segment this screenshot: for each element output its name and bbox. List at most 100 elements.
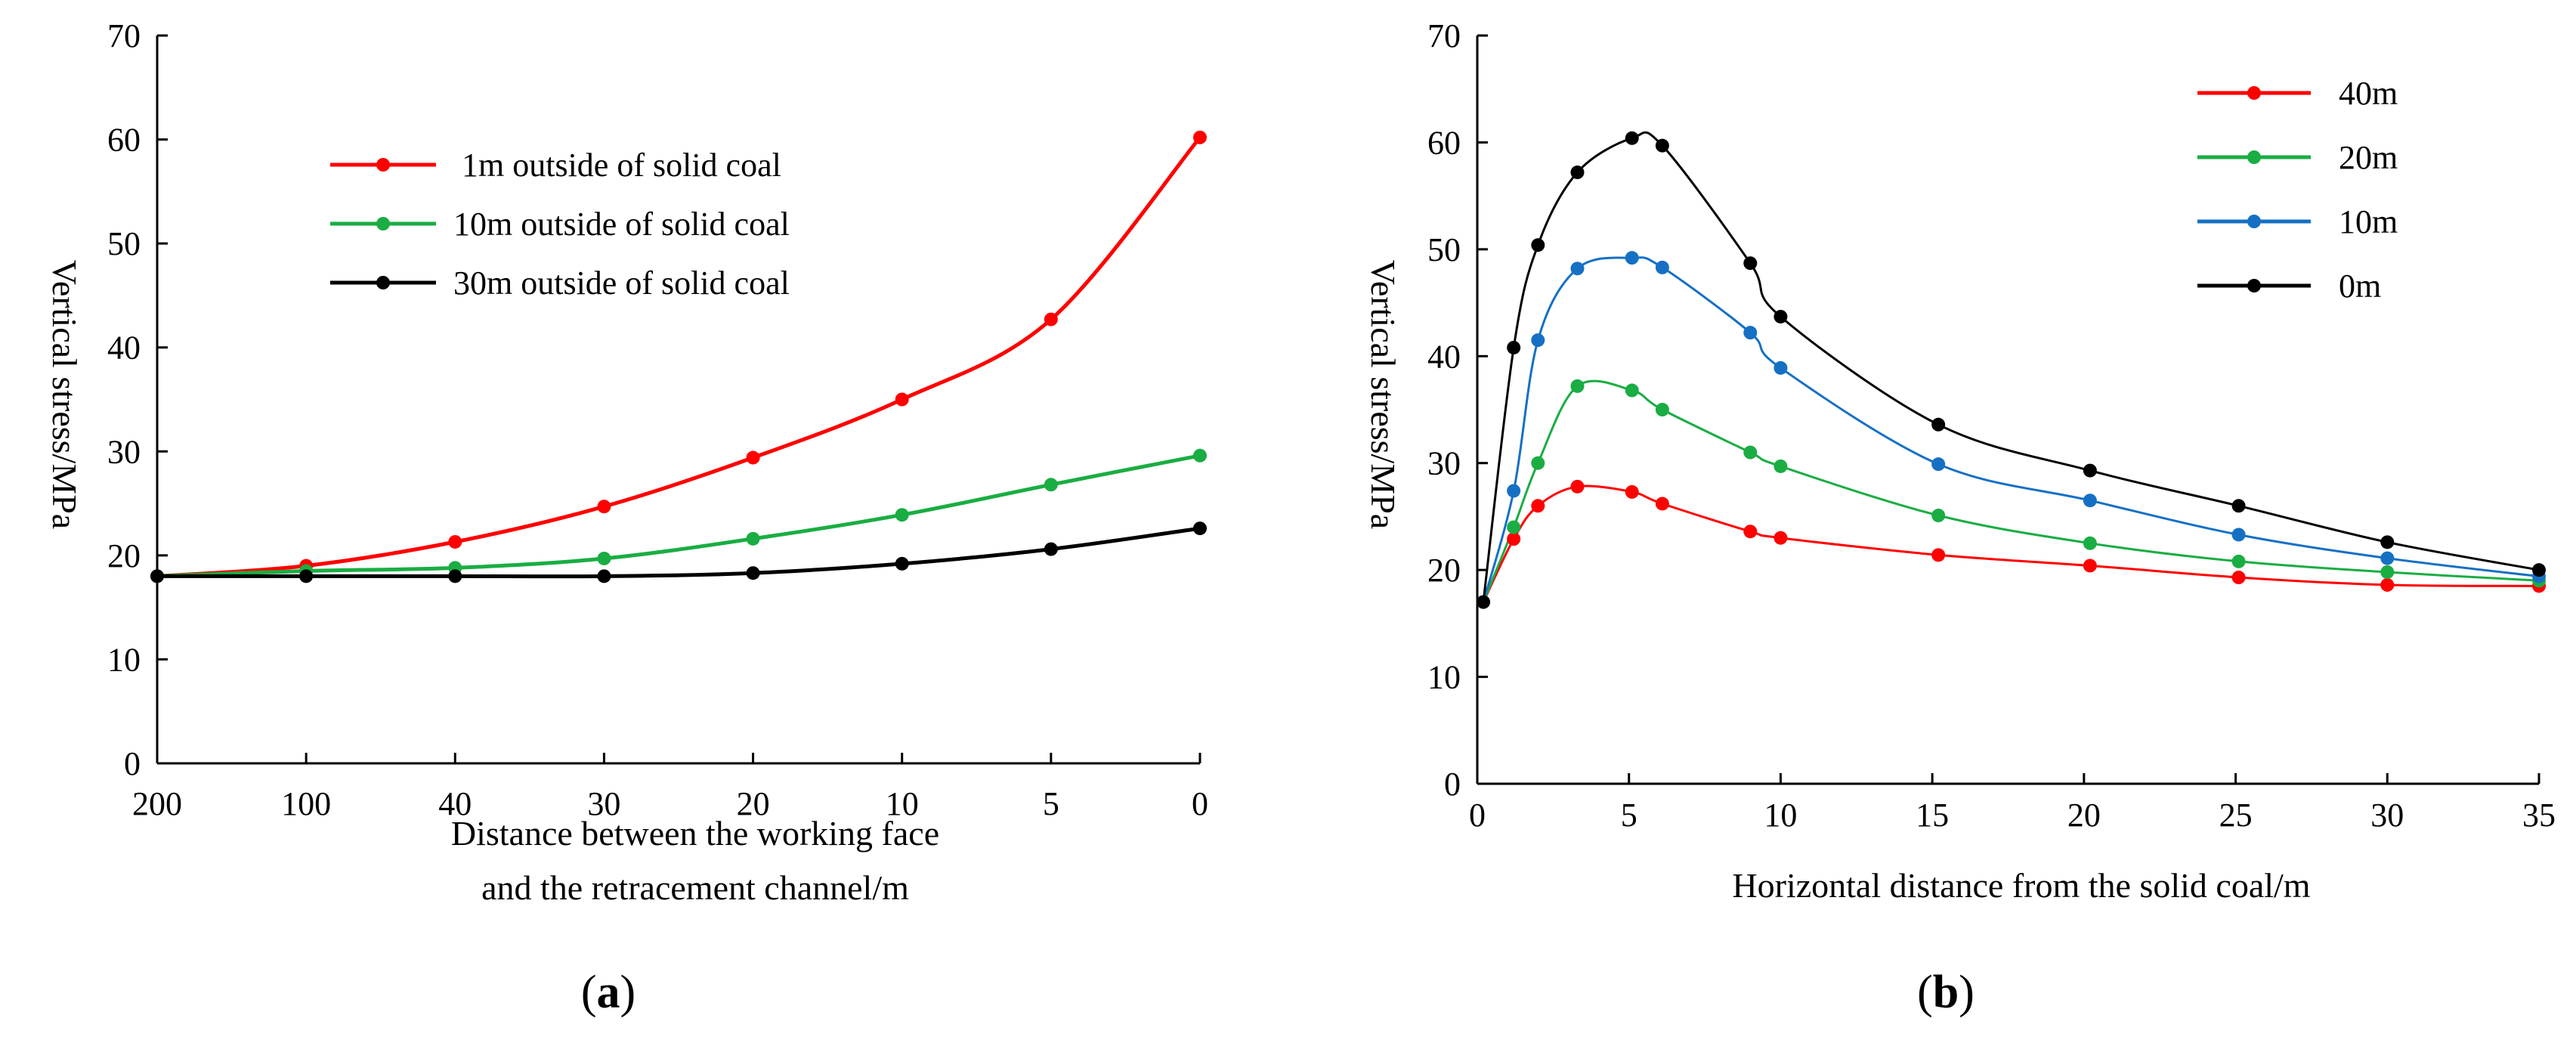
panel-b-data-point [1531, 499, 1545, 513]
panel-b-data-point [1531, 456, 1545, 470]
panel-b-x-tick-label: 0 [1469, 797, 1486, 834]
panel-b-legend-marker [2247, 150, 2261, 164]
panel-a-data-point [895, 508, 909, 522]
panel-b-data-point [2083, 559, 2097, 573]
panel-b-data-point [1743, 326, 1758, 340]
panel-a-x-tick-label: 20 [737, 785, 770, 822]
panel-b-x-tick-label: 15 [1916, 797, 1949, 834]
panel-a-x-tick-label: 10 [886, 785, 919, 822]
panel-b-series-line [1482, 256, 2540, 602]
panel-b-data-point [1931, 509, 1946, 523]
panel-a-series-line [156, 136, 1201, 578]
panel-a-y-tick-label: 70 [107, 17, 141, 54]
panel-a-x-tick-label: 200 [132, 785, 182, 822]
panel-a-x-tick-label: 0 [1192, 785, 1208, 822]
panel-b-data-point [1655, 260, 1669, 274]
panel-b-data-point [1743, 445, 1758, 460]
panel-b-y-tick-label: 50 [1427, 231, 1461, 268]
panel-a-data-point [448, 569, 462, 583]
panel-b-data-point [1774, 361, 1788, 375]
panel-b-data-point [1655, 138, 1669, 153]
panel-a-x-tick-label: 100 [281, 785, 331, 822]
panel-b-data-point [1774, 459, 1788, 473]
panel-b-series-line [1482, 131, 2540, 602]
panel-b-data-point [2231, 499, 2246, 513]
panel-b-data-point [2231, 528, 2246, 542]
panel-b-data-point [1625, 383, 1639, 398]
panel-a-legend-marker [376, 217, 390, 231]
panel-a-data-point [1044, 542, 1058, 556]
panel-b-x-tick-label: 35 [2522, 797, 2556, 834]
panel-b-data-point [1774, 531, 1788, 545]
panel-a-y-axis-title: Vertical stress/MPa [45, 260, 84, 529]
panel-b-data-point [1655, 403, 1669, 416]
panel-b-legend-label: 40m [2339, 75, 2398, 112]
panel-a-data-point [895, 556, 909, 571]
panel-b-y-tick-label: 60 [1427, 124, 1461, 161]
panel-b-data-point [2231, 554, 2246, 568]
panel-a-legend-label: 10m outside of solid coal [453, 206, 790, 243]
panel-b-data-point [1625, 251, 1639, 265]
panel-b-data-point [1531, 333, 1545, 348]
panel-a-y-tick-label: 60 [107, 122, 141, 159]
panel-b-x-tick-label: 10 [1764, 797, 1797, 834]
panel-b-data-point [2380, 535, 2395, 549]
panel-b-legend-label: 10m [2339, 203, 2398, 240]
panel-b-series-line [1482, 379, 2540, 603]
panel-b-x-tick-label: 5 [1621, 797, 1637, 834]
panel-b: 0 10 20 30 40 50 60 70 0 5 10 15 20 25 30 35 40m 20m 10m 0… [1364, 17, 2556, 1018]
panel-b-data-point [1570, 479, 1585, 494]
panel-a-data-point [1193, 521, 1207, 536]
panel-a-y-tick-label: 20 [107, 537, 141, 574]
panel-b-y-tick-label: 40 [1427, 338, 1461, 375]
panel-a-data-point [746, 531, 760, 546]
panel-a-series-line [156, 526, 1201, 579]
panel-a-data-point [597, 569, 611, 583]
panel-a-legend-marker [376, 158, 390, 172]
panel-b-data-point [1625, 131, 1639, 145]
panel-b-legend-marker [2247, 279, 2261, 292]
panel-b-data-point [1774, 309, 1788, 323]
panel-b-data-point [2231, 571, 2246, 585]
panel-b-legend-marker [2247, 215, 2261, 228]
panel-a-y-tick-label: 30 [107, 433, 141, 470]
panel-b-data-point [1931, 457, 1946, 472]
panel-a-x-axis-title-line2: and the retracement channel/m [481, 868, 909, 907]
panel-a-legend-label: 30m outside of solid coal [453, 265, 790, 302]
panel-a-data-point [895, 392, 909, 407]
panel-b-data-point [2083, 536, 2097, 550]
panel-b-x-axis-title: Horizontal distance from the solid coal/… [1732, 866, 2310, 905]
panel-b-data-point [1625, 484, 1639, 499]
panel-b-y-tick-label: 0 [1444, 766, 1461, 803]
panel-b-data-point [2380, 551, 2395, 565]
panel-a-y-tick-label: 0 [124, 745, 141, 782]
panel-b-data-point [1743, 525, 1758, 539]
panel-a-y-tick-label: 50 [107, 225, 141, 262]
panel-b-y-tick-label: 70 [1427, 17, 1461, 54]
panel-a-x-axis-title-line1: Distance between the working face [451, 814, 939, 853]
panel-b-data-point [1570, 166, 1585, 180]
panel-b-label: (b) [1917, 967, 1975, 1018]
panel-a-data-point [597, 551, 611, 565]
panel-a-data-point [448, 534, 462, 549]
panel-a-x-tick-label: 5 [1043, 785, 1059, 822]
panel-b-data-point [1655, 497, 1669, 511]
panel-b-data-point [1931, 417, 1946, 432]
panel-a-label: (a) [581, 967, 635, 1018]
panel-b-data-point [1743, 256, 1758, 271]
panel-b-legend-marker [2247, 86, 2261, 100]
panel-b-y-tick-label: 20 [1427, 552, 1461, 589]
panel-a-y-tick-label: 40 [107, 330, 141, 367]
panel-a-data-point [597, 500, 611, 514]
panel-a-data-point [746, 566, 760, 580]
panel-a-series-line [156, 453, 1201, 578]
panel-b-x-tick-label: 30 [2370, 797, 2404, 834]
panel-b-legend-label: 0m [2339, 268, 2381, 305]
panel-b-data-point [1531, 238, 1545, 252]
panel-b-data-point [2380, 577, 2395, 592]
panel-b-series-line [1482, 484, 2540, 603]
panel-b-data-point [1570, 262, 1585, 276]
panel-b-data-point [1570, 379, 1585, 393]
panel-b-data-point [2083, 463, 2097, 478]
